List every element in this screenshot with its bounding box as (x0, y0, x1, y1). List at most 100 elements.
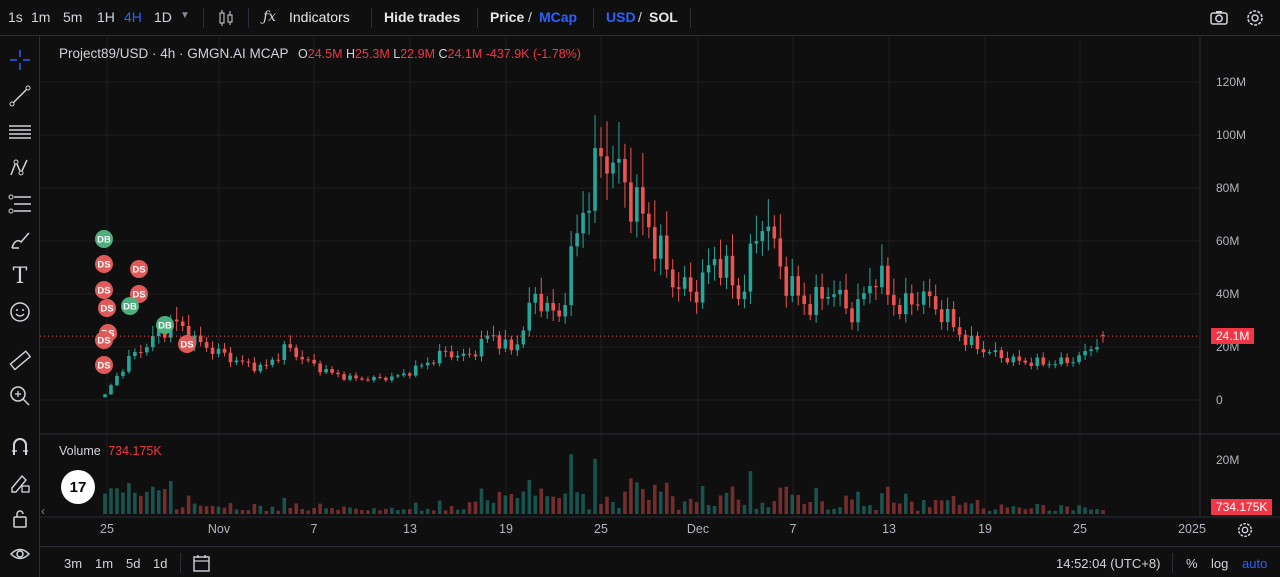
volume-bar (981, 508, 986, 514)
volume-bar (557, 498, 561, 514)
clock-timezone[interactable]: 14:52:04 (UTC+8) (1056, 556, 1161, 571)
fib-retracement-icon[interactable] (6, 190, 34, 218)
candle-body (139, 352, 143, 354)
pencil-lock-icon[interactable] (6, 468, 34, 496)
trade-marker[interactable] (98, 299, 116, 317)
volume-bar (1077, 505, 1081, 514)
usd-toggle[interactable]: USD (606, 9, 636, 25)
candle-body (1095, 347, 1099, 350)
eye-icon[interactable] (6, 540, 34, 568)
interval-4h[interactable]: 4H (124, 9, 142, 25)
collapse-toolbar-icon[interactable]: ‹ (41, 504, 45, 518)
interval-1d[interactable]: 1D (154, 9, 172, 25)
interval-1s[interactable]: 1s (8, 9, 23, 25)
lock-icon[interactable] (6, 504, 34, 532)
hide-trades-button[interactable]: Hide trades (384, 9, 461, 25)
range-3m[interactable]: 3m (64, 556, 83, 571)
trend-line-icon[interactable] (6, 82, 34, 110)
emoji-icon[interactable] (6, 298, 34, 326)
trade-marker-label: DS (180, 340, 193, 351)
volume-bar (485, 500, 490, 514)
interval-5m[interactable]: 5m (63, 9, 83, 25)
interval-1m[interactable]: 1m (31, 9, 51, 25)
trade-markers: DBDSDSDSDSDSDSDSDSDBDBDS (95, 230, 196, 374)
volume-bar (306, 510, 310, 514)
candle-body (975, 335, 980, 350)
auto-toggle[interactable]: auto (1242, 556, 1268, 571)
trade-marker[interactable] (121, 297, 139, 315)
volume-bar (862, 505, 866, 514)
trade-marker[interactable] (95, 356, 113, 374)
settings-gear-icon[interactable] (1245, 8, 1265, 31)
volume-bar (431, 510, 436, 514)
tradingview-logo[interactable]: 17 (61, 470, 95, 504)
mcap-toggle[interactable]: MCap (539, 9, 578, 25)
candle-body (945, 309, 950, 323)
magnet-icon[interactable] (6, 432, 34, 460)
volume-bar (396, 510, 400, 514)
volume-bar (276, 510, 281, 514)
log-toggle[interactable]: log (1211, 556, 1229, 571)
text-tool-icon[interactable]: T (12, 263, 28, 289)
interval-1h[interactable]: 1H (97, 9, 115, 25)
candle-body (593, 147, 597, 211)
volume-bar (969, 503, 974, 514)
trade-marker[interactable] (95, 255, 113, 273)
price-toggle[interactable]: Price (490, 9, 525, 25)
candle-body (121, 371, 125, 376)
volume-bar (354, 508, 358, 514)
volume-bar (318, 503, 322, 514)
camera-icon[interactable] (1209, 8, 1229, 31)
candle-body (1029, 362, 1034, 366)
percent-toggle[interactable]: % (1186, 556, 1198, 571)
candle-body (760, 231, 765, 242)
price-tick-label: 100M (1216, 128, 1246, 142)
time-tick-label: Dec (687, 522, 709, 536)
trade-marker[interactable] (95, 281, 113, 299)
candle-body (814, 286, 818, 315)
time-tick-label: 7 (311, 522, 318, 536)
open-value: 24.5M (307, 47, 343, 61)
volume-bar (366, 510, 370, 514)
trade-marker[interactable] (156, 316, 174, 334)
horizontal-lines-icon[interactable] (6, 118, 34, 146)
candle-body (838, 289, 842, 295)
axis-settings-gear-icon[interactable] (1236, 521, 1254, 544)
candlestick-chart[interactable]: DBDSDSDSDSDSDSDSDSDBDBDS 020M40M60M80M10… (40, 37, 1280, 546)
zoom-in-icon[interactable] (6, 382, 34, 410)
chart-legend: Project89/USD · 4h · GMGN.AI MCAP O24.5M… (59, 46, 581, 61)
candle-type-icon[interactable] (217, 9, 235, 30)
volume-bar (491, 502, 496, 514)
candle-body (754, 241, 759, 244)
range-1d[interactable]: 1d (153, 556, 168, 571)
ruler-icon[interactable] (6, 346, 34, 374)
crosshair-icon[interactable] (6, 46, 34, 74)
indicators-button[interactable]: Indicators (289, 9, 350, 25)
volume-bar (766, 507, 771, 514)
candle-body (951, 309, 956, 328)
brush-icon[interactable] (6, 226, 34, 254)
indicators-icon[interactable]: ƒx (263, 9, 277, 25)
candle-body (485, 335, 490, 339)
candle-body (939, 309, 944, 323)
trade-marker[interactable] (95, 331, 113, 349)
candle-body (204, 342, 209, 348)
candle-body (915, 304, 920, 306)
range-1m[interactable]: 1m (95, 556, 114, 571)
range-5d[interactable]: 5d (126, 556, 141, 571)
trade-marker[interactable] (95, 230, 113, 248)
sol-toggle[interactable]: SOL (649, 9, 678, 25)
candle-body (880, 265, 884, 288)
pattern-tool-icon[interactable] (6, 154, 34, 182)
trade-marker[interactable] (178, 335, 196, 353)
low-value: 22.9M (400, 47, 435, 61)
candle-body (641, 187, 645, 214)
interval-dropdown-icon[interactable]: ▼ (180, 10, 190, 21)
volume-bar (790, 494, 795, 514)
chart-grid (40, 37, 1280, 518)
volume-bar (808, 502, 812, 514)
volume-bar (1023, 509, 1028, 514)
trade-marker[interactable] (130, 260, 148, 278)
calendar-range-icon[interactable] (192, 553, 212, 576)
volume-bar (294, 503, 299, 514)
